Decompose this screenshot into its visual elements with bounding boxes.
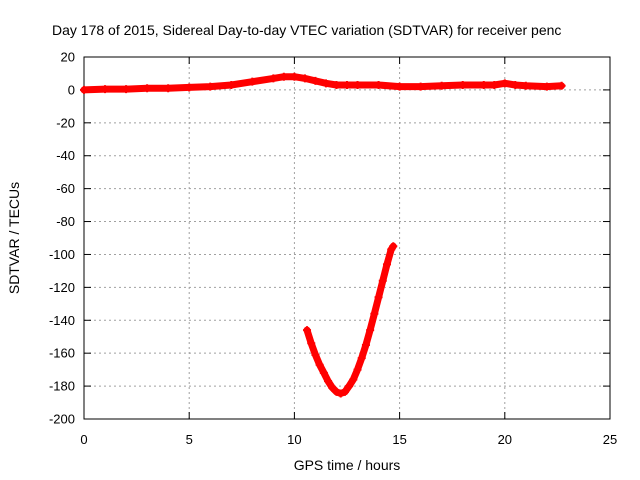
data-point-marker xyxy=(164,84,173,93)
data-point-marker xyxy=(389,242,398,251)
data-point-marker xyxy=(279,72,288,81)
y-tick-label: 20 xyxy=(61,50,75,65)
data-point-marker xyxy=(332,80,341,89)
y-tick-label: -40 xyxy=(56,148,75,163)
grid-layer xyxy=(84,57,610,419)
data-point-marker xyxy=(345,382,354,391)
data-point-marker xyxy=(437,81,446,90)
tick-layer: 20 0 -20 -40 -60 -80 -100 -120 -140 -160 -180 -200 0… xyxy=(49,50,617,448)
data-point-marker xyxy=(378,276,387,285)
data-point-marker xyxy=(458,80,467,89)
data-point-marker xyxy=(336,389,345,398)
data-point-marker xyxy=(349,375,358,384)
x-tick-label: 0 xyxy=(80,432,87,447)
data-point-marker xyxy=(374,80,383,89)
data-point-marker xyxy=(357,354,366,363)
y-tick-label: -80 xyxy=(56,214,75,229)
y-tick-label: -140 xyxy=(49,313,75,328)
data-point-marker xyxy=(290,72,299,81)
data-point-marker xyxy=(511,80,520,89)
data-point-marker xyxy=(206,82,215,91)
y-axis-label: SDTVAR / TECUs xyxy=(6,182,22,294)
data-point-marker xyxy=(490,80,499,89)
data-point-marker xyxy=(311,76,320,85)
x-tick-label: 5 xyxy=(186,432,193,447)
data-point-marker xyxy=(321,79,330,88)
data-point-marker xyxy=(479,80,488,89)
data-point-marker xyxy=(343,80,351,89)
data-point-marker xyxy=(500,79,509,88)
data-point-marker xyxy=(185,83,194,92)
y-tick-label: -100 xyxy=(49,247,75,262)
data-point-marker xyxy=(315,360,324,369)
data-point-marker xyxy=(353,80,362,89)
data-point-marker xyxy=(361,340,370,349)
data-point-marker xyxy=(319,368,328,377)
data-point-marker xyxy=(395,82,404,91)
data-point-marker xyxy=(521,81,530,90)
data-point-marker xyxy=(366,326,375,335)
data-point-marker xyxy=(303,326,312,335)
data-point-marker xyxy=(370,309,379,318)
data-point-marker xyxy=(374,293,383,302)
x-tick-label: 20 xyxy=(498,432,512,447)
data-point-marker xyxy=(332,387,341,396)
y-tick-label: -60 xyxy=(56,181,75,196)
data-point-marker xyxy=(248,77,257,86)
y-tick-label: -200 xyxy=(49,412,75,427)
y-tick-label: 0 xyxy=(68,82,75,97)
plot-frame xyxy=(83,56,611,420)
y-tick-label: -180 xyxy=(49,379,75,394)
data-point-marker xyxy=(328,383,337,392)
x-tick-label: 10 xyxy=(287,432,301,447)
data-point-marker xyxy=(122,85,131,94)
data-point-marker xyxy=(416,82,425,91)
data-point-marker xyxy=(80,85,88,94)
data-point-marker xyxy=(101,85,110,94)
data-point-marker xyxy=(227,80,236,89)
data-point-marker xyxy=(340,387,349,396)
series-layer xyxy=(80,72,566,398)
x-tick-label: 15 xyxy=(392,432,406,447)
data-point-marker xyxy=(542,82,551,91)
data-point-marker xyxy=(353,365,362,374)
y-tick-label: -20 xyxy=(56,115,75,130)
x-tick-label: 25 xyxy=(603,432,617,447)
chart-title: Day 178 of 2015, Sidereal Day-to-day VTE… xyxy=(52,22,561,38)
x-axis-label: GPS time / hours xyxy=(294,457,401,473)
data-point-marker xyxy=(324,377,333,386)
data-point-marker xyxy=(300,74,309,83)
y-tick-label: -160 xyxy=(49,346,75,361)
data-point-marker xyxy=(143,84,152,93)
data-point-marker xyxy=(269,74,278,83)
y-tick-label: -120 xyxy=(49,280,75,295)
data-point-marker xyxy=(311,350,320,359)
data-point-marker xyxy=(557,81,566,90)
data-point-marker xyxy=(307,339,316,348)
series-line-sdtvar-excursion xyxy=(303,242,397,397)
data-point-marker xyxy=(382,260,391,269)
